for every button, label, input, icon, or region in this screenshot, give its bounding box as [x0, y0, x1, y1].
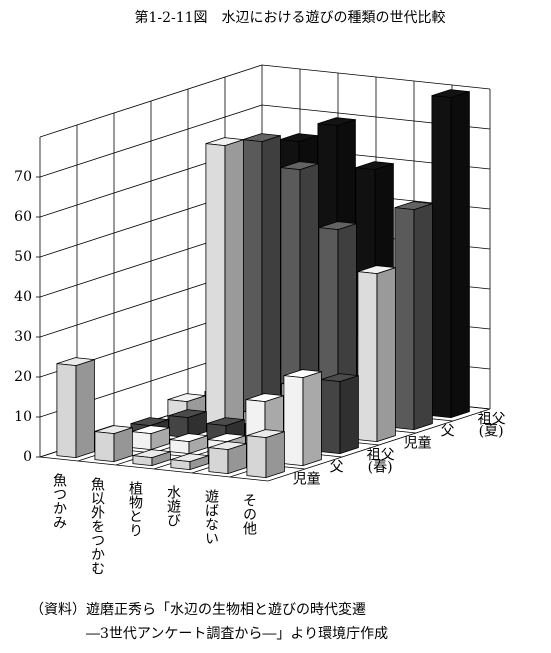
y-tick-label: 40: [14, 289, 32, 305]
bar-side: [339, 375, 359, 455]
x-tick-label: 魚つかみ: [51, 473, 67, 529]
bar-front: [431, 95, 452, 419]
bar-front: [246, 435, 267, 479]
series-label: 児童: [293, 471, 321, 488]
y-tick-label: 70: [14, 169, 32, 185]
bar-side: [224, 139, 244, 427]
bar-side: [265, 431, 285, 479]
x-tick-label: その他: [241, 493, 257, 536]
bar-side: [75, 359, 95, 459]
grid-line: [39, 104, 263, 178]
bar: [170, 453, 209, 471]
bar-front: [170, 459, 191, 471]
bar-side: [302, 371, 322, 467]
bar-front: [320, 379, 341, 455]
bar: [394, 201, 433, 431]
chart-title: 第1-2-11図 水辺における遊びの種類の世代比較: [134, 9, 445, 26]
bar: [205, 137, 244, 427]
y-tick-label: 30: [14, 329, 32, 345]
bar-front: [94, 431, 115, 463]
bar: [169, 433, 208, 455]
series-label: 祖父: [367, 448, 395, 464]
bar: [168, 409, 207, 439]
labels: 0 10 20 30 40 50 60 70 魚つかみ 魚以外をつかむ 植物とり 水遊び 遊ばない その他…: [14, 169, 505, 575]
bar-front: [208, 447, 229, 475]
bar-front: [56, 363, 77, 459]
group-label: (春): [368, 460, 393, 476]
x-tick-label: 植物とり: [127, 481, 143, 537]
source-line: 遊磨正秀ら「水辺の生物相と遊びの時代変遷: [86, 601, 366, 618]
bar: [208, 441, 247, 475]
bar: [320, 373, 359, 455]
bar-front: [394, 207, 415, 431]
bar: [318, 221, 357, 423]
group-label: (夏): [479, 424, 504, 440]
series-label: 父: [441, 424, 455, 440]
bar-front: [205, 143, 226, 427]
bar: [283, 369, 322, 467]
x-tick-label: 遊ばない: [203, 489, 219, 545]
bar-front: [283, 375, 304, 467]
bar-side: [376, 267, 396, 443]
x-tick-label: 水遊び: [165, 485, 181, 527]
bar-side: [413, 203, 433, 431]
bars: [56, 89, 470, 479]
y-tick-label: 60: [14, 209, 32, 225]
bar: [56, 357, 95, 459]
bar: [131, 425, 170, 451]
bar-front: [169, 439, 190, 455]
series-label: 祖父: [478, 412, 506, 428]
y-tick-label: 10: [14, 409, 32, 425]
series-label: 児童: [404, 435, 432, 452]
source-label: （資料）: [30, 602, 86, 618]
bar: [242, 133, 281, 415]
bar-side: [450, 91, 470, 419]
bar-front: [131, 431, 152, 451]
bar: [132, 449, 171, 467]
bar: [431, 89, 470, 419]
bar-side: [261, 135, 281, 415]
bar-front: [357, 271, 378, 443]
bar-front: [242, 139, 263, 415]
bar: [246, 429, 285, 479]
series-label: 父: [330, 460, 344, 476]
bar: [94, 425, 133, 463]
bar-front: [132, 455, 153, 467]
source-line: ―3世代アンケート調査から―」より環境庁作成: [86, 626, 388, 642]
y-tick-label: 20: [14, 369, 32, 385]
y-tick-label: 0: [23, 449, 32, 465]
x-tick-label: 魚以外をつかむ: [89, 477, 105, 575]
y-tick-label: 50: [14, 249, 32, 265]
bar: [280, 161, 319, 419]
bar: [357, 265, 396, 443]
